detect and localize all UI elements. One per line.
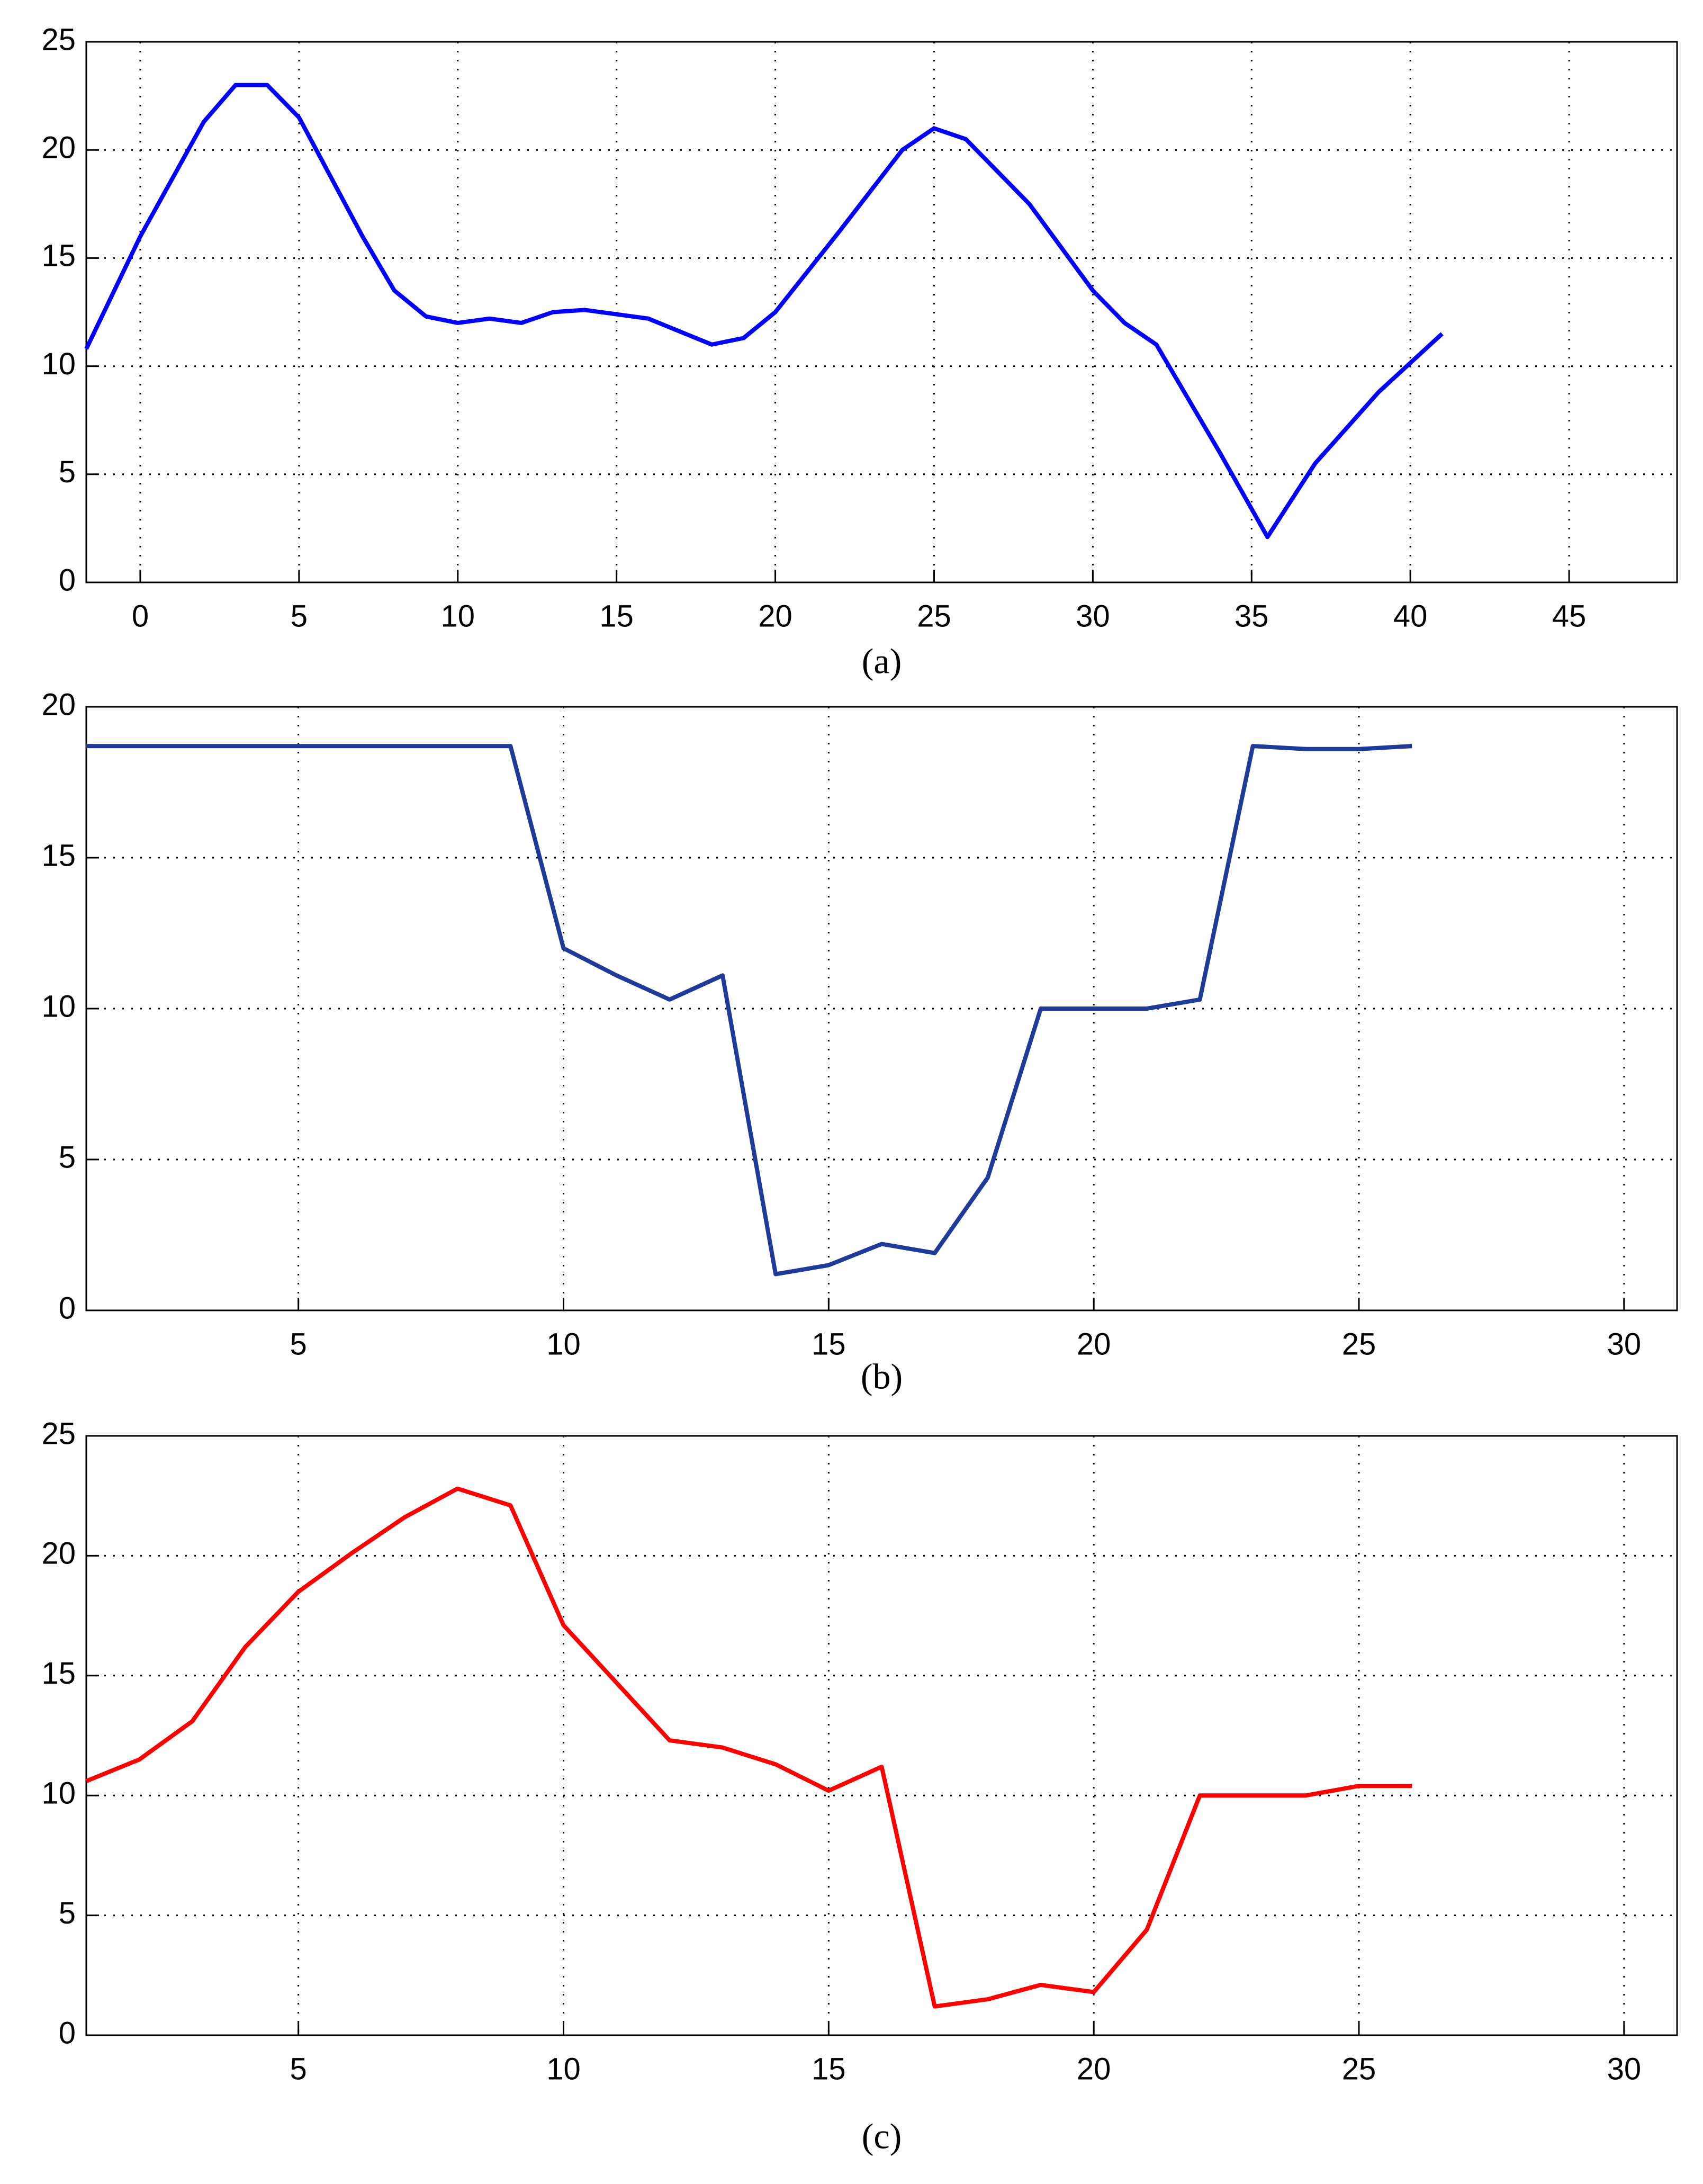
caption: (b) (861, 1356, 903, 1397)
y-tick-label: 20 (41, 1536, 76, 1571)
x-tick-label: 30 (1607, 1327, 1642, 1361)
y-tick-label: 20 (41, 687, 76, 722)
y-tick-label: 5 (59, 1896, 76, 1930)
y-tick-label: 15 (41, 239, 76, 273)
y-tick-label: 5 (59, 455, 76, 489)
x-tick-label: 25 (1342, 2052, 1376, 2086)
y-tick-label: 0 (59, 563, 76, 597)
plot-area (85, 41, 1678, 583)
y-tick-label: 5 (59, 1140, 76, 1174)
x-tick-label: 15 (599, 599, 634, 633)
y-tick-label: 20 (41, 131, 76, 165)
plot-area (85, 1435, 1678, 2036)
caption: (c) (862, 2116, 902, 2156)
y-tick-label: 15 (41, 838, 76, 873)
data-line (84, 83, 1444, 540)
x-tick-label: 10 (546, 1327, 581, 1361)
y-tick-label: 10 (41, 347, 76, 381)
x-tick-label: 20 (1077, 2052, 1111, 2086)
x-tick-label: 30 (1607, 2052, 1642, 2086)
x-tick-label: 25 (917, 599, 951, 633)
plot-area (85, 706, 1678, 1311)
x-tick-label: 5 (290, 2052, 307, 2086)
data-line (85, 1486, 1412, 2009)
y-tick-label: 25 (41, 22, 76, 57)
data-line (86, 744, 1412, 1277)
x-tick-label: 15 (812, 1327, 846, 1361)
x-tick-label: 10 (441, 599, 475, 633)
y-tick-label: 10 (41, 1776, 76, 1811)
x-tick-label: 45 (1552, 599, 1587, 633)
x-tick-label: 30 (1076, 599, 1110, 633)
y-tick-label: 0 (59, 1291, 76, 1325)
y-tick-label: 25 (41, 1416, 76, 1451)
x-tick-label: 35 (1235, 599, 1269, 633)
y-tick-label: 0 (59, 2016, 76, 2050)
x-tick-label: 10 (546, 2052, 581, 2086)
x-tick-label: 20 (1077, 1327, 1111, 1361)
x-tick-label: 15 (812, 2052, 846, 2086)
y-tick-label: 15 (41, 1656, 76, 1691)
caption: (a) (862, 641, 902, 681)
x-tick-label: 5 (291, 599, 308, 633)
x-tick-label: 25 (1342, 1327, 1376, 1361)
x-tick-label: 0 (132, 599, 149, 633)
y-tick-label: 10 (41, 989, 76, 1023)
x-tick-label: 20 (758, 599, 792, 633)
x-tick-label: 40 (1393, 599, 1428, 633)
x-tick-label: 5 (290, 1327, 307, 1361)
